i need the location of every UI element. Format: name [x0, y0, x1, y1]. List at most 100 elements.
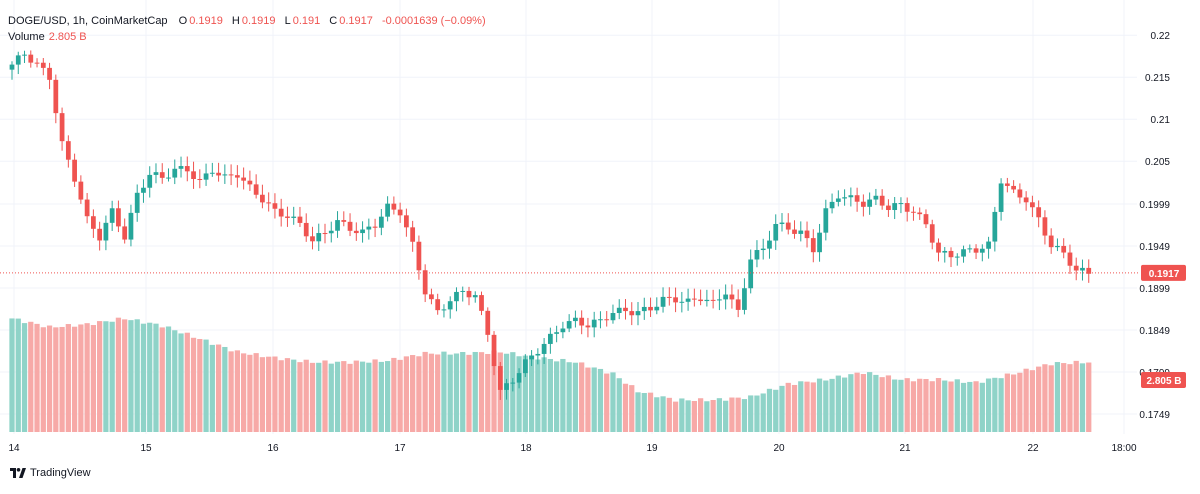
volume-bar [528, 355, 535, 432]
candle-body [1036, 207, 1042, 218]
volume-bar [1067, 364, 1073, 432]
volume-bar [879, 377, 885, 432]
volume-bar [860, 374, 867, 432]
volume-bar [735, 397, 741, 432]
volume-bar [316, 362, 322, 432]
volume-bar [785, 382, 791, 432]
volume-label: Volume [8, 31, 45, 43]
volume-bar [447, 354, 453, 432]
volume-bar [428, 353, 435, 432]
candle-body [78, 181, 84, 200]
volume-bar [397, 359, 403, 432]
candle-body [835, 198, 841, 202]
candle-body [479, 295, 484, 311]
candle-body [310, 236, 315, 242]
volume-bar [165, 326, 172, 432]
volume-bar [910, 381, 917, 432]
x-tick-label: 14 [8, 443, 20, 454]
volume-bar [973, 381, 979, 432]
volume-bar [585, 367, 591, 432]
volume-bar [1023, 368, 1029, 432]
candle-body [422, 270, 428, 295]
volume-bar [967, 381, 973, 432]
candle-body [28, 54, 34, 63]
volume-bar [854, 372, 860, 432]
candle-body [316, 233, 322, 242]
candle-body [717, 299, 722, 301]
candle-body [979, 248, 985, 253]
candle-body [917, 212, 923, 215]
candle-body [191, 171, 196, 180]
candle-body [209, 172, 215, 174]
volume-bar [635, 392, 641, 432]
candle-body [272, 203, 278, 209]
candle-body [691, 298, 697, 300]
candle-body [754, 250, 760, 260]
candle-body [435, 299, 441, 311]
volume-bar [572, 362, 579, 432]
volume-bar [378, 361, 384, 432]
volume-bar [816, 378, 823, 432]
candle-body [22, 54, 27, 56]
volume-bar [566, 362, 572, 432]
volume-bar [115, 317, 122, 432]
candle-body [103, 222, 109, 241]
candle-body [504, 383, 509, 390]
open-label: O [178, 15, 188, 27]
candle-body [147, 174, 153, 188]
volume-bar [804, 381, 810, 432]
candle-body [141, 187, 146, 193]
volume-bar [716, 398, 723, 432]
candle-body [679, 301, 685, 303]
candle-body [585, 325, 591, 328]
candle-body [485, 310, 491, 335]
candle-body [516, 373, 522, 383]
candle-body [159, 172, 165, 178]
candle-body [260, 194, 265, 203]
volume-badge-label: 2.805 B [1146, 376, 1181, 387]
candle-body [166, 177, 171, 179]
volume-bar [259, 357, 266, 432]
volume-bar [591, 367, 597, 432]
candle-body [666, 296, 672, 298]
candle-body [466, 290, 472, 298]
tradingview-logo[interactable]: TradingView [10, 467, 91, 479]
x-tick-label: 16 [267, 443, 279, 454]
volume-bar [266, 356, 272, 432]
volume-bar [84, 323, 90, 432]
x-tick-label: 20 [773, 443, 785, 454]
candle-body [404, 215, 409, 228]
volume-bar [1010, 374, 1017, 432]
symbol-label: DOGE/USD, 1h, CoinMarketCap [8, 15, 168, 27]
candle-body [923, 214, 929, 225]
volume-bar [297, 362, 303, 432]
volume-bar [384, 361, 391, 432]
candle-body [128, 212, 134, 240]
candle-body [84, 199, 90, 217]
volume-bar [535, 359, 541, 432]
candle-body [353, 230, 359, 234]
volume-bar [998, 378, 1004, 432]
volume-bar [228, 351, 234, 432]
candle-body [973, 248, 979, 253]
candle-body [842, 197, 847, 199]
volume-bar [78, 324, 84, 432]
volume-bar [197, 339, 203, 432]
candle-body [535, 353, 541, 356]
candle-body [234, 175, 240, 178]
candle-body [860, 201, 866, 207]
volume-bar [478, 352, 485, 432]
candle-body [591, 319, 597, 328]
candle-body [197, 179, 203, 181]
volume-bar [773, 389, 779, 432]
candle-body [72, 159, 77, 182]
candle-body [785, 222, 791, 230]
volume-bar [109, 321, 115, 432]
volume-bar [122, 319, 128, 432]
volume-bar [729, 397, 735, 432]
candle-body [360, 229, 365, 234]
volume-bar [766, 388, 773, 432]
candle-body [216, 172, 221, 176]
